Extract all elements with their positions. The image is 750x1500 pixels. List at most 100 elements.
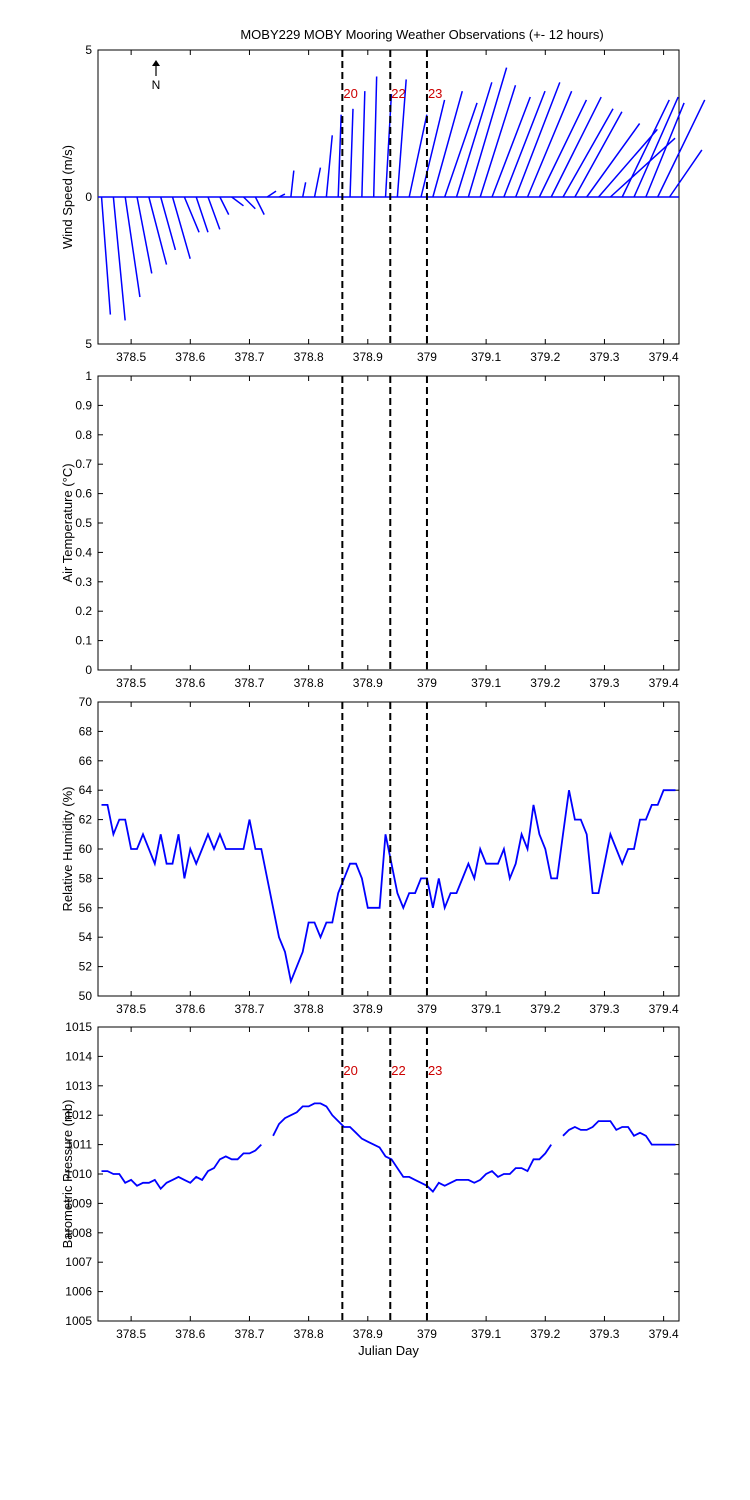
- wind-stick: [479, 85, 517, 198]
- y-tick-label: 1005: [65, 1314, 92, 1328]
- y-tick-label: 5: [85, 337, 92, 351]
- wind-stick: [586, 123, 641, 198]
- y-tick-label: 50: [79, 989, 93, 1003]
- x-tick-label: 378.7: [234, 350, 264, 364]
- y-tick-label: 0.9: [75, 398, 92, 412]
- wind-stick: [455, 82, 493, 198]
- y-tick-label: 70: [79, 695, 93, 709]
- wind-stick: [538, 99, 588, 198]
- x-tick-label: 379.1: [471, 1002, 501, 1016]
- y-tick-label: 56: [79, 901, 93, 915]
- x-tick-label: 379: [417, 1327, 437, 1341]
- wind-stick: [219, 196, 230, 215]
- x-tick-label: 378.8: [294, 1002, 324, 1016]
- wind-stick: [408, 114, 428, 198]
- x-tick-label: 378.6: [175, 676, 205, 690]
- y-tick-label: 60: [79, 842, 93, 856]
- x-tick-label: 378.8: [294, 676, 324, 690]
- y-tick-label: 1015: [65, 1020, 92, 1034]
- y-tick-label: 0.2: [75, 604, 92, 618]
- y-tick-label: 5: [85, 43, 92, 57]
- y-tick-label: 54: [79, 930, 93, 944]
- y-tick-label: 1: [85, 369, 92, 383]
- y-tick-label: 52: [79, 960, 93, 974]
- x-tick-label: 378.5: [116, 350, 146, 364]
- wind-stick: [432, 90, 463, 198]
- x-tick-label: 378.8: [294, 350, 324, 364]
- data-line: [101, 789, 676, 985]
- wind-stick: [645, 102, 685, 198]
- x-tick-label: 379: [417, 676, 437, 690]
- event-label: 23: [428, 1063, 442, 1078]
- wind-stick: [609, 137, 676, 198]
- x-tick-label: 378.7: [234, 1327, 264, 1341]
- wind-stick: [467, 67, 508, 198]
- x-tick-label: 379.1: [471, 1327, 501, 1341]
- wind-stick: [100, 196, 112, 315]
- wind-stick: [124, 196, 141, 298]
- x-tick-label: 378.9: [353, 1002, 383, 1016]
- y-tick-label: 1009: [65, 1196, 92, 1210]
- wind-stick: [301, 182, 307, 198]
- x-tick-label: 378.5: [116, 676, 146, 690]
- x-tick-label: 379: [417, 350, 437, 364]
- wind-stick: [515, 82, 561, 198]
- x-tick-label: 378.6: [175, 350, 205, 364]
- y-tick-label: 1008: [65, 1226, 92, 1240]
- plot-frame: [97, 1026, 680, 1322]
- y-tick-label: 62: [79, 813, 93, 827]
- wind-stick: [337, 114, 342, 198]
- x-tick-label: 379.4: [649, 1327, 679, 1341]
- y-axis-label: Relative Humidity (%): [60, 787, 75, 912]
- x-tick-label: 379.1: [471, 676, 501, 690]
- y-tick-label: 1012: [65, 1108, 92, 1122]
- wind-stick: [136, 196, 153, 274]
- wind-stick: [159, 196, 177, 251]
- wind-stick: [313, 167, 322, 198]
- wind-stick: [668, 149, 703, 198]
- wind-stick: [633, 96, 679, 198]
- plot-frame: [97, 375, 680, 671]
- wind-stick: [183, 196, 200, 233]
- y-tick-label: 0.5: [75, 516, 92, 530]
- wind-stick: [526, 90, 573, 198]
- x-tick-label: 378.9: [353, 676, 383, 690]
- event-label: 22: [391, 86, 405, 101]
- wind-stick: [325, 135, 334, 198]
- x-tick-label: 379.4: [649, 676, 679, 690]
- wind-stick: [443, 102, 478, 198]
- event-label: 20: [343, 86, 357, 101]
- wind-stick: [148, 196, 168, 265]
- wind-stick: [231, 196, 244, 207]
- x-tick-label: 378.7: [234, 1002, 264, 1016]
- y-tick-label: 66: [79, 754, 93, 768]
- y-axis-label: Wind Speed (m/s): [60, 145, 75, 249]
- event-label: 22: [391, 1063, 405, 1078]
- x-tick-label: 379.3: [589, 676, 619, 690]
- x-axis-label: Julian Day: [358, 1343, 419, 1358]
- y-tick-label: 0.1: [75, 634, 92, 648]
- y-tick-label: 68: [79, 724, 93, 738]
- wind-stick: [254, 196, 265, 215]
- x-tick-label: 379.4: [649, 1002, 679, 1016]
- x-tick-label: 378.5: [116, 1327, 146, 1341]
- x-tick-label: 378.9: [353, 1327, 383, 1341]
- y-axis-label: Air Temperature (°C): [60, 463, 75, 582]
- y-tick-label: 0.4: [75, 545, 92, 559]
- north-label: N: [152, 78, 161, 92]
- event-label: 23: [428, 86, 442, 101]
- wind-stick: [503, 90, 546, 198]
- wind-stick: [349, 108, 354, 198]
- x-tick-label: 378.8: [294, 1327, 324, 1341]
- wind-stick: [657, 99, 706, 198]
- wind-stick: [420, 99, 446, 198]
- y-axis-label: Barometric Pressure (mb): [60, 1100, 75, 1249]
- event-label: 20: [343, 1063, 357, 1078]
- y-tick-label: 0.3: [75, 575, 92, 589]
- wind-stick: [195, 196, 209, 233]
- wind-stick: [562, 108, 614, 198]
- y-tick-label: 1011: [66, 1138, 92, 1152]
- x-tick-label: 379.2: [530, 1002, 560, 1016]
- y-tick-label: 0: [85, 190, 92, 204]
- wind-stick: [266, 190, 277, 198]
